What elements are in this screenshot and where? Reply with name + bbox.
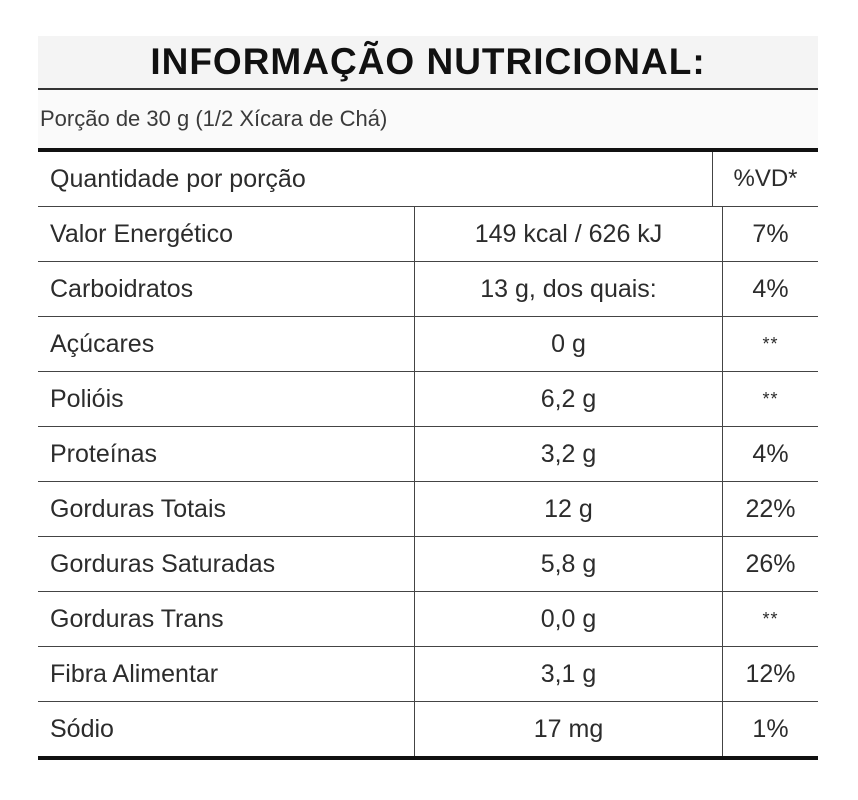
table-row: Gorduras Totais 12 g 22% (38, 481, 818, 537)
nutrition-label: INFORMAÇÃO NUTRICIONAL: Porção de 30 g (… (38, 36, 818, 760)
nutrient-daily-value: ** (722, 591, 818, 647)
nutrient-name: Gorduras Saturadas (38, 536, 415, 592)
nutrition-table: Valor Energético 149 kcal / 626 kJ 7% Carbo… (38, 207, 818, 760)
table-row: Gorduras Trans 0,0 g ** (38, 591, 818, 647)
nutrient-name: Gorduras Trans (38, 591, 415, 647)
table-row: Fibra Alimentar 3,1 g 12% (38, 646, 818, 702)
nutrient-amount: 3,1 g (414, 646, 723, 702)
nutrient-daily-value: ** (722, 371, 818, 427)
nutrient-daily-value: 1% (722, 701, 818, 760)
nutrient-name: Valor Energético (38, 207, 415, 262)
nutrient-amount: 0 g (414, 316, 723, 372)
nutrient-amount: 6,2 g (414, 371, 723, 427)
nutrient-amount: 0,0 g (414, 591, 723, 647)
nutrient-amount: 3,2 g (414, 426, 723, 482)
nutrient-daily-value: 22% (722, 481, 818, 537)
vd-header: %VD* (712, 150, 818, 207)
portion-size: Porção de 30 g (1/2 Xícara de Chá) (38, 90, 818, 148)
nutrient-amount: 149 kcal / 626 kJ (414, 207, 723, 262)
nutrient-amount: 17 mg (414, 701, 723, 760)
title-bar: INFORMAÇÃO NUTRICIONAL: (38, 36, 818, 88)
quantity-header: Quantidade por porção (38, 150, 713, 207)
nutrient-name: Fibra Alimentar (38, 646, 415, 702)
table-row: Sódio 17 mg 1% (38, 701, 818, 760)
nutrient-daily-value: 12% (722, 646, 818, 702)
nutrient-amount: 13 g, dos quais: (414, 261, 723, 317)
nutrient-daily-value: 7% (722, 207, 818, 262)
table-row: Valor Energético 149 kcal / 626 kJ 7% (38, 207, 818, 262)
nutrient-name: Polióis (38, 371, 415, 427)
nutrition-header-table: Quantidade por porção %VD* (38, 148, 818, 207)
table-header-row: Quantidade por porção %VD* (38, 150, 818, 207)
nutrient-daily-value: 26% (722, 536, 818, 592)
nutrient-name: Sódio (38, 701, 415, 760)
nutrient-daily-value: 4% (722, 426, 818, 482)
nutrient-name: Proteínas (38, 426, 415, 482)
table-row: Açúcares 0 g ** (38, 316, 818, 372)
nutrient-name: Gorduras Totais (38, 481, 415, 537)
nutrient-amount: 5,8 g (414, 536, 723, 592)
nutrient-daily-value: ** (722, 316, 818, 372)
table-row: Gorduras Saturadas 5,8 g 26% (38, 536, 818, 592)
page-title: INFORMAÇÃO NUTRICIONAL: (150, 41, 706, 82)
nutrient-daily-value: 4% (722, 261, 818, 317)
table-row: Carboidratos 13 g, dos quais: 4% (38, 261, 818, 317)
title-divider (38, 88, 818, 90)
table-row: Polióis 6,2 g ** (38, 371, 818, 427)
table-row: Proteínas 3,2 g 4% (38, 426, 818, 482)
nutrient-name: Carboidratos (38, 261, 415, 317)
nutrient-amount: 12 g (414, 481, 723, 537)
nutrient-name: Açúcares (38, 316, 415, 372)
